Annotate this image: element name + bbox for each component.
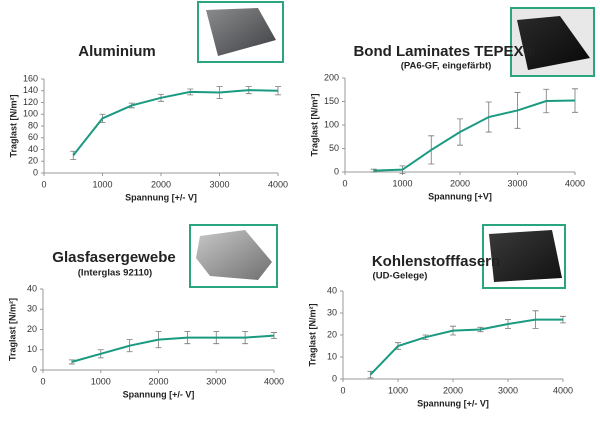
x-tick-label: 2000 <box>148 376 168 386</box>
x-tick-label: 0 <box>41 179 46 189</box>
y-tick-label: 0 <box>332 373 337 383</box>
x-axis-label: Spannung [+/- V] <box>125 192 197 202</box>
y-axis-label: Traglast [N/m²] <box>8 94 18 157</box>
x-tick-label: 3000 <box>498 385 518 395</box>
y-tick-label: 0 <box>334 166 339 176</box>
y-tick-label: 20 <box>327 329 337 339</box>
y-tick-label: 20 <box>27 324 37 334</box>
y-tick-label: 20 <box>28 156 38 166</box>
photo-glasfaser <box>189 224 278 288</box>
x-tick-label: 0 <box>340 385 345 395</box>
y-tick-label: 50 <box>329 143 339 153</box>
chart-title: Bond Laminates TEPEX® <box>353 43 534 60</box>
x-tick-label: 2000 <box>450 178 470 188</box>
x-tick-label: 3000 <box>209 179 229 189</box>
x-tick-label: 2000 <box>151 179 171 189</box>
y-tick-label: 30 <box>327 307 337 317</box>
y-tick-label: 80 <box>28 120 38 130</box>
y-axis-label: Traglast [N/m²] <box>309 93 319 156</box>
y-tick-label: 100 <box>23 109 38 119</box>
x-tick-label: 3000 <box>206 376 226 386</box>
y-tick-label: 40 <box>327 285 337 295</box>
x-tick-label: 0 <box>40 376 45 386</box>
y-axis-label: Traglast [N/m²] <box>7 298 17 361</box>
x-tick-label: 1000 <box>92 179 112 189</box>
chart-title: Glasfasergewebe <box>52 249 175 266</box>
x-tick-label: 2000 <box>443 385 463 395</box>
y-tick-label: 40 <box>27 283 37 293</box>
x-tick-label: 1000 <box>388 385 408 395</box>
y-tick-label: 100 <box>324 119 339 129</box>
x-tick-label: 4000 <box>268 179 288 189</box>
photo-aluminium <box>197 1 284 63</box>
x-tick-label: 0 <box>342 178 347 188</box>
data-line <box>72 89 279 156</box>
photo-kohlenstoff <box>482 224 566 289</box>
y-tick-label: 40 <box>28 144 38 154</box>
photo-tepex <box>510 7 595 77</box>
x-tick-label: 1000 <box>392 178 412 188</box>
chart-subtitle: (PA6-GF, eingefärbt) <box>401 61 492 72</box>
y-tick-label: 150 <box>324 96 339 106</box>
chart-title: Aluminium <box>78 43 156 60</box>
y-tick-label: 140 <box>23 85 38 95</box>
y-tick-label: 30 <box>27 304 37 314</box>
y-tick-label: 120 <box>23 97 38 107</box>
y-axis-label: Traglast [N/m²] <box>307 303 317 366</box>
y-tick-label: 10 <box>27 344 37 354</box>
chart-subtitle: (UD-Gelege) <box>373 271 428 282</box>
x-tick-label: 4000 <box>565 178 585 188</box>
data-line <box>71 334 275 363</box>
y-tick-label: 10 <box>327 351 337 361</box>
x-axis-label: Spannung [+V] <box>428 191 492 201</box>
chart-title: Kohlenstofffasern <box>372 253 500 270</box>
x-axis-label: Spannung [+/- V] <box>417 398 489 408</box>
x-tick-label: 1000 <box>91 376 111 386</box>
x-tick-label: 4000 <box>553 385 573 395</box>
y-tick-label: 160 <box>23 73 38 83</box>
x-tick-label: 3000 <box>507 178 527 188</box>
chart-subtitle: (Interglas 92110) <box>78 268 152 279</box>
data-line <box>373 99 576 172</box>
x-axis-label: Spannung [+/- V] <box>123 389 195 399</box>
y-tick-label: 0 <box>32 364 37 374</box>
y-tick-label: 200 <box>324 72 339 82</box>
y-tick-label: 0 <box>33 167 38 177</box>
x-tick-label: 4000 <box>264 376 284 386</box>
y-tick-label: 60 <box>28 132 38 142</box>
data-line <box>369 318 563 376</box>
